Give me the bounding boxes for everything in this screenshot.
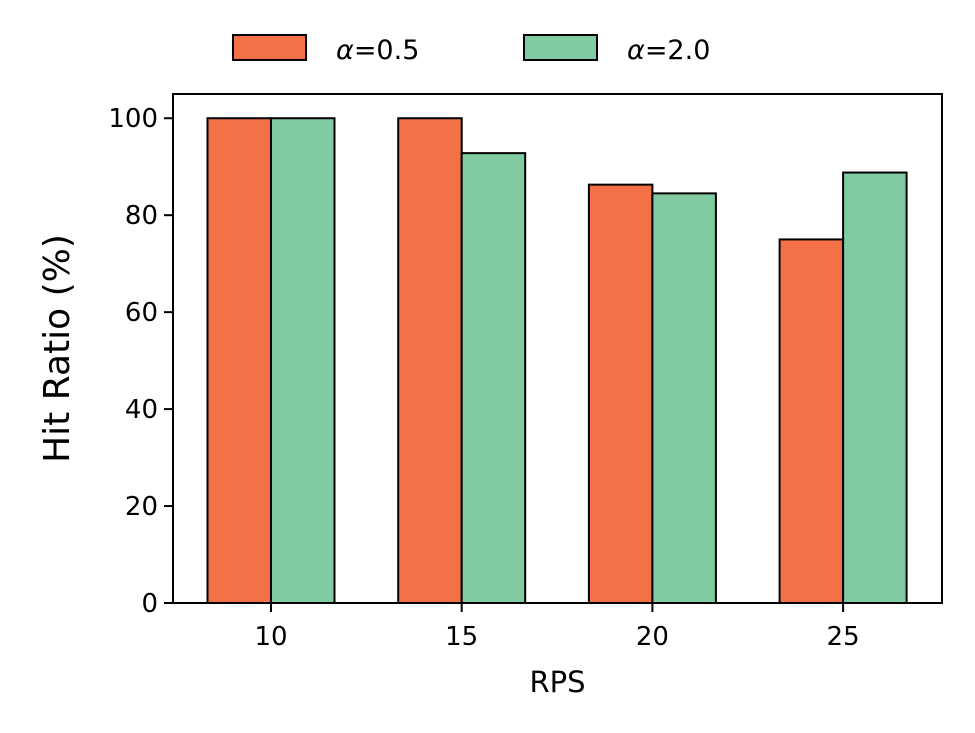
legend: α=0.5 α=2.0 bbox=[232, 34, 710, 66]
y-axis-title: Hit Ratio (%) bbox=[37, 234, 78, 463]
y-tick-label: 100 bbox=[108, 104, 158, 134]
legend-label: α=0.5 bbox=[336, 35, 419, 66]
legend-swatch bbox=[523, 34, 598, 61]
plot-frame bbox=[172, 93, 943, 604]
bar-alpha-0.5-10 bbox=[206, 117, 272, 604]
bars-group bbox=[206, 117, 908, 605]
y-tick-label: 80 bbox=[125, 201, 158, 231]
y-axis: 0 20 40 60 80 100 bbox=[108, 104, 173, 619]
bar-alpha-0.5-15 bbox=[397, 117, 463, 604]
y-tick-label: 40 bbox=[125, 395, 158, 425]
legend-swatch bbox=[232, 34, 307, 61]
bar-alpha-0.5-25 bbox=[778, 238, 845, 605]
x-tick-label: 10 bbox=[254, 622, 287, 652]
bar-alpha-2.0-25 bbox=[842, 171, 908, 604]
bar-alpha-2.0-20 bbox=[651, 192, 717, 604]
y-tick-label: 0 bbox=[141, 589, 158, 619]
x-tick-label: 25 bbox=[827, 622, 860, 652]
x-axis: 10 15 20 25 bbox=[254, 603, 860, 652]
legend-label: α=2.0 bbox=[627, 35, 710, 66]
y-tick-label: 20 bbox=[125, 492, 158, 522]
y-tick-label: 60 bbox=[125, 298, 158, 328]
bar-alpha-2.0-15 bbox=[460, 152, 527, 604]
bar-alpha-0.5-20 bbox=[587, 183, 654, 604]
bar-alpha-2.0-10 bbox=[270, 117, 336, 604]
x-tick-label: 15 bbox=[445, 622, 478, 652]
x-axis-title: RPS bbox=[529, 665, 585, 699]
x-tick-label: 20 bbox=[636, 622, 669, 652]
